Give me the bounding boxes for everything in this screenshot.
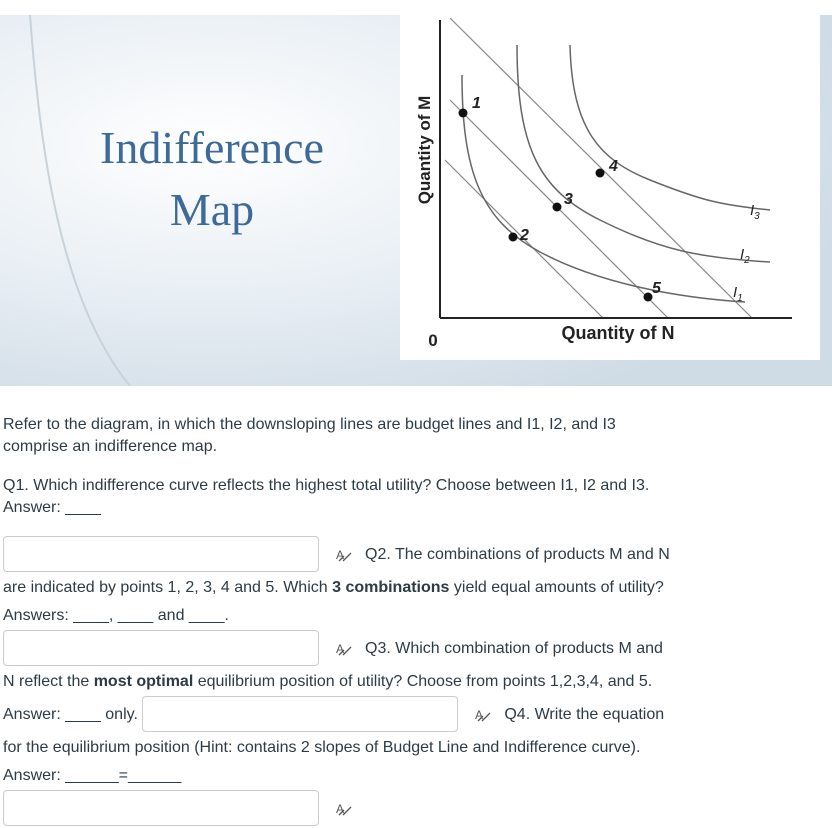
diagram-panel [400,15,820,360]
q2-bold: 3 combinations [332,579,450,596]
points [458,108,653,302]
point [643,292,653,302]
curve-sub: 2 [743,255,750,266]
curve-label: I3 [750,202,760,222]
curve-sub: 3 [754,211,760,222]
point-label: 4 [608,158,618,175]
curve [461,74,746,303]
point [508,232,518,242]
spellcheck-icon[interactable]: A [474,707,492,723]
intro: Refer to the diagram, in which the downs… [3,416,616,455]
point-label: 1 [472,95,481,112]
curve-name: I [750,202,754,219]
question-1: Q1. Which indifference curve reflects th… [3,477,650,516]
spellcheck-icon[interactable]: A [335,801,353,817]
answer-input[interactable] [142,696,459,732]
point-label: 2 [519,227,529,244]
curve-sub: 1 [737,293,743,304]
spellcheck-icon[interactable]: A [335,641,353,657]
curve [516,44,771,263]
x-axis-label: Quantity of N [562,323,675,343]
answer-input[interactable] [3,630,319,666]
curve-label: I1 [733,284,743,304]
q2-text: yield equal amounts of utility? Answers:… [3,579,664,624]
indifference-curves [461,44,771,303]
spellcheck-icon[interactable]: A [335,547,353,563]
answer-input[interactable] [3,790,319,826]
svg-text:A: A [336,642,344,656]
point-label: 5 [652,280,662,297]
budget-line [449,17,753,319]
point [458,108,468,118]
point [552,202,562,212]
budget-line [444,159,604,319]
y-axis-label: Quantity of M [415,96,434,205]
svg-text:A: A [475,708,483,722]
curve-name: I [733,284,737,301]
answer-input[interactable] [3,536,319,572]
q3-bold: most optimal [93,673,194,690]
q4-text: Q4. Write the equation for the equilibri… [3,706,665,784]
origin-label: 0 [428,331,437,350]
questions: A Q2. The combinations of products M and … [3,536,675,828]
q2-text: Q2. The combinations of products M and N… [3,546,670,596]
point [595,168,605,178]
decor-curve [29,14,131,386]
slide-title: Indifference [100,122,324,173]
q3-text: Q3. Which combination of products M and … [3,640,663,690]
slide-title: Map [170,184,254,235]
curve-name: I [740,246,744,263]
svg-text:A: A [336,548,344,562]
point-label: 3 [564,191,573,208]
slide-image: Indifference Map Quantity of M 0 Quantit… [0,14,832,386]
q3-text: equilibrium position of utility? Choose … [3,673,653,724]
curve [569,44,771,211]
curve-label: I2 [740,246,750,266]
svg-text:A: A [336,802,344,816]
